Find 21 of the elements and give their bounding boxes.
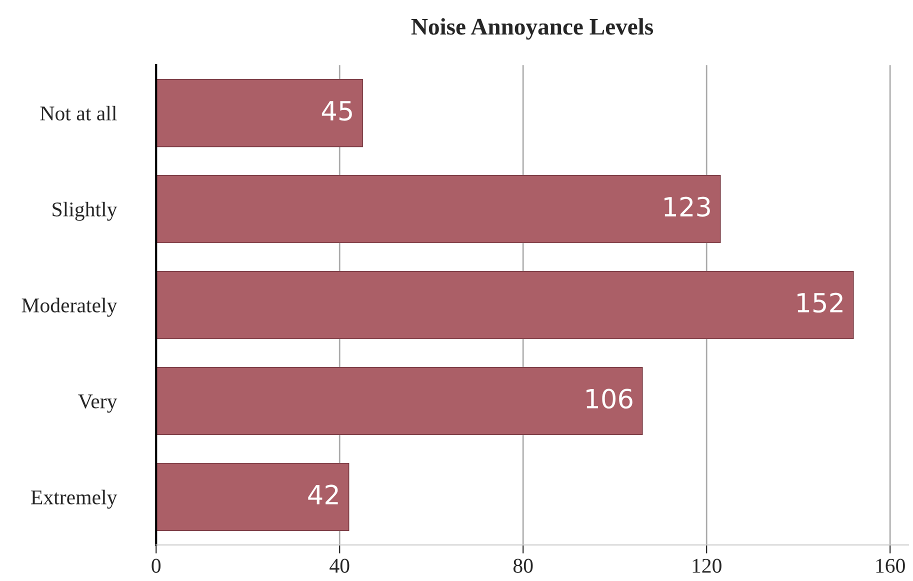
x-tick-label: 40 <box>330 558 350 573</box>
y-tick-label: Extremely <box>31 490 118 509</box>
y-tick-label: Not at all <box>40 106 117 120</box>
y-tick-label: Very <box>78 394 118 413</box>
x-tick-label: 80 <box>513 558 533 573</box>
data-label: 45 <box>322 101 352 121</box>
data-label: 42 <box>308 484 338 504</box>
data-label: 106 <box>586 388 632 409</box>
x-tick-label: 0 <box>152 558 161 573</box>
chart-title: Noise Annoyance Levels <box>411 18 654 40</box>
bar <box>156 462 350 531</box>
x-tick-label: 160 <box>876 558 905 573</box>
data-label: 123 <box>664 196 710 217</box>
bar <box>156 175 721 244</box>
y-tick-label: Slightly <box>52 202 118 221</box>
bar <box>156 271 854 340</box>
bar <box>156 366 643 436</box>
data-label: 152 <box>798 292 842 313</box>
bar <box>156 79 363 148</box>
x-tick-label: 120 <box>692 558 722 573</box>
y-tick-label: Moderately <box>22 298 118 317</box>
